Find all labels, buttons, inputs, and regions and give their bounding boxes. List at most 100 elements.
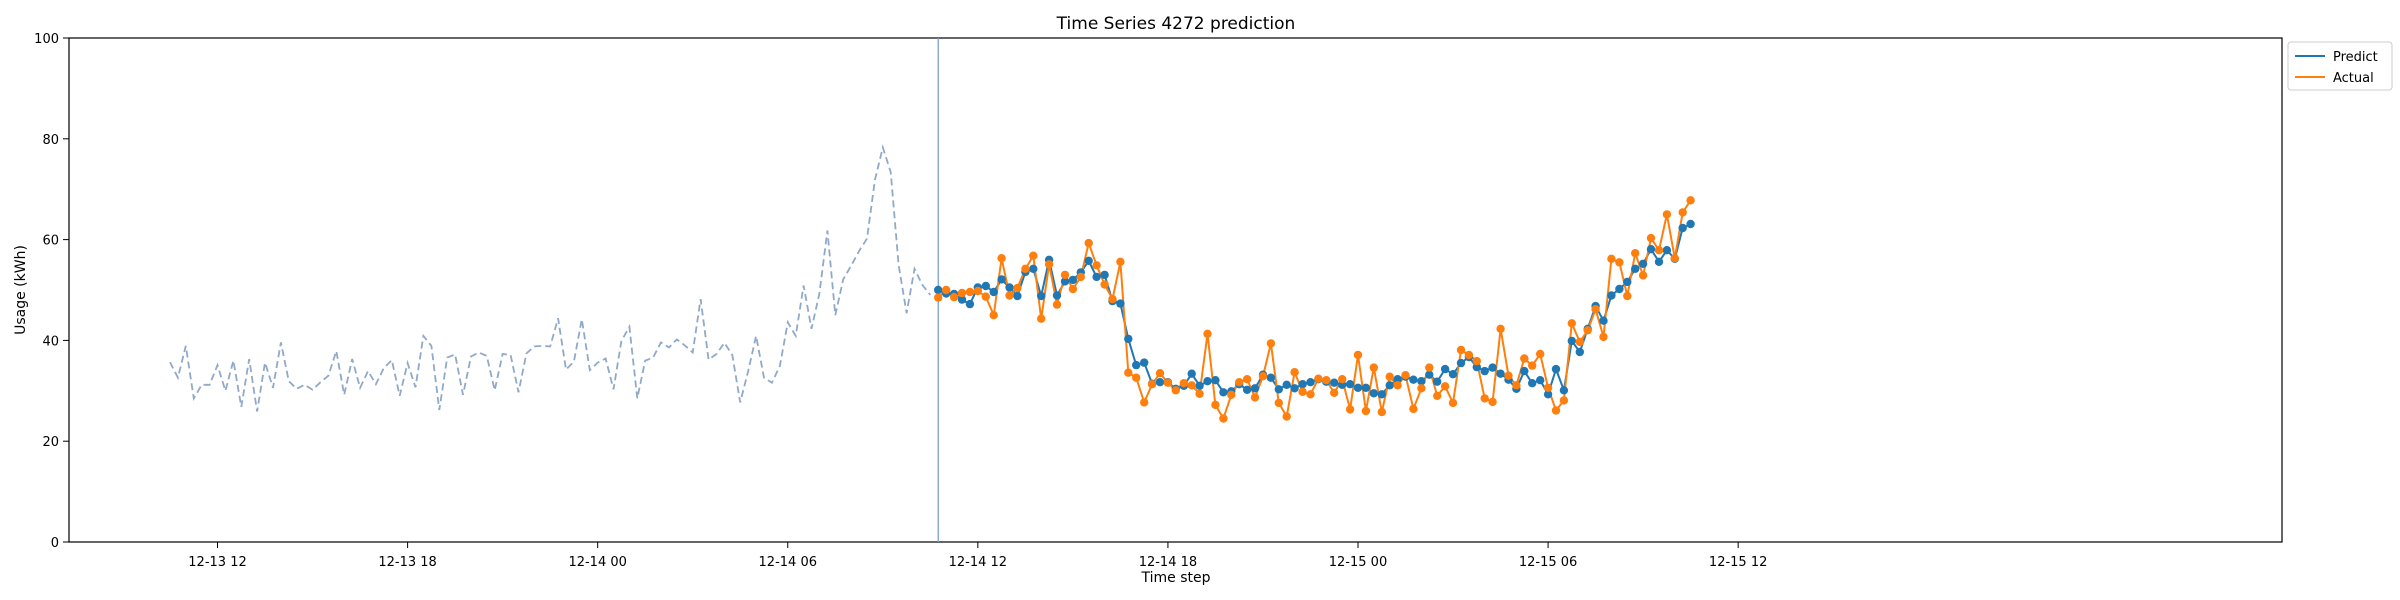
actual-point: [1132, 373, 1141, 382]
predict-point: [1417, 377, 1426, 386]
actual-point: [1417, 384, 1426, 393]
actual-point: [1140, 398, 1149, 407]
actual-point: [1678, 208, 1687, 217]
predict-point: [1037, 291, 1046, 301]
actual-point: [1084, 238, 1093, 248]
y-tick-label: 20: [42, 435, 59, 450]
predict-point: [1211, 376, 1220, 385]
actual-point: [1266, 339, 1276, 348]
predict-point: [934, 285, 943, 295]
predict-point: [1353, 383, 1363, 392]
predict-point: [1440, 364, 1450, 374]
predict-point: [1242, 385, 1252, 394]
actual-point: [1171, 386, 1181, 395]
actual-point: [1536, 349, 1545, 359]
actual-point: [1052, 300, 1062, 309]
actual-point: [1631, 249, 1640, 258]
actual-point: [1361, 406, 1371, 416]
predict-point: [1385, 381, 1394, 390]
actual-point: [1203, 329, 1212, 338]
predict-point: [1345, 380, 1355, 389]
x-tick-label: 12-15 00: [1329, 555, 1387, 570]
x-axis-label: Time step: [1141, 570, 1211, 586]
actual-point: [1464, 350, 1474, 360]
actual-point: [1567, 319, 1577, 328]
actual-point: [1116, 257, 1125, 266]
actual-point: [1401, 371, 1410, 380]
actual-point: [1528, 361, 1537, 370]
actual-point: [1179, 379, 1189, 388]
y-tick-label: 80: [42, 133, 59, 148]
actual-point: [1219, 414, 1228, 423]
actual-point: [1369, 363, 1379, 372]
predict-point: [1369, 389, 1379, 398]
actual-point: [1124, 368, 1133, 377]
actual-point: [1211, 400, 1220, 410]
history-line: [169, 144, 932, 412]
predict-point: [1599, 316, 1608, 325]
actual-point: [1005, 291, 1014, 300]
actual-point: [1076, 272, 1086, 282]
predict-point: [1052, 291, 1062, 300]
predict-point: [1615, 284, 1624, 294]
x-tick-label: 12-14 12: [949, 555, 1007, 570]
predict-point: [1140, 358, 1149, 367]
actual-point: [1623, 291, 1632, 301]
actual-point: [1456, 345, 1466, 355]
predict-point: [1686, 219, 1695, 229]
predict-point: [1448, 370, 1458, 379]
actual-point: [1345, 405, 1355, 414]
predict-point: [1480, 366, 1489, 376]
predict-point: [1646, 245, 1656, 254]
legend: Predict Actual: [2287, 41, 2393, 91]
actual-point: [1520, 354, 1529, 363]
predict-point: [1678, 223, 1687, 233]
actual-point: [1314, 374, 1323, 383]
predict-point: [1100, 270, 1109, 280]
actual-point: [1250, 393, 1260, 402]
predict-point: [1409, 375, 1418, 384]
actual-line: [937, 199, 1692, 421]
predict-point: [1132, 360, 1141, 370]
predict-point: [965, 299, 975, 309]
predict-point: [1551, 364, 1561, 374]
actual-point: [1338, 375, 1347, 384]
actual-point: [1551, 406, 1561, 415]
actual-point: [1409, 404, 1418, 414]
actual-point: [997, 254, 1006, 263]
actual-point: [1108, 294, 1117, 304]
predict-point: [1195, 381, 1204, 390]
predict-point: [1155, 378, 1165, 387]
predict-line: [937, 223, 1692, 397]
predict-point: [1662, 246, 1672, 255]
actual-point: [1425, 363, 1434, 372]
predict-point: [1654, 257, 1664, 266]
y-tick-label: 100: [34, 32, 59, 47]
y-tick-label: 0: [51, 536, 59, 551]
actual-point: [1670, 254, 1680, 263]
predict-point: [1266, 373, 1276, 382]
actual-point: [973, 286, 982, 296]
actual-point: [1242, 375, 1252, 384]
x-tick-label: 12-14 06: [759, 555, 817, 570]
actual-point: [1480, 394, 1489, 403]
actual-point: [1235, 378, 1244, 387]
predict-point: [1638, 259, 1648, 268]
predict-point: [1607, 291, 1616, 300]
actual-point: [1274, 398, 1284, 408]
x-tick-label: 12-15 06: [1519, 555, 1577, 570]
actual-point: [1385, 372, 1394, 381]
x-axis: 12-13 12 12-13 18 12-14 00 12-14 06 12-14 12…: [188, 542, 1767, 570]
actual-point: [1512, 381, 1521, 390]
predict-point: [1068, 275, 1078, 285]
y-tick-label: 60: [42, 234, 59, 249]
actual-point: [965, 287, 975, 297]
predict-point: [1623, 277, 1632, 287]
actual-point: [1504, 371, 1513, 380]
actual-point: [1322, 376, 1331, 385]
actual-point: [1496, 324, 1505, 333]
actual-point: [1013, 283, 1022, 293]
predict-point: [1567, 336, 1577, 346]
actual-point: [981, 292, 990, 301]
actual-point: [1543, 383, 1553, 392]
